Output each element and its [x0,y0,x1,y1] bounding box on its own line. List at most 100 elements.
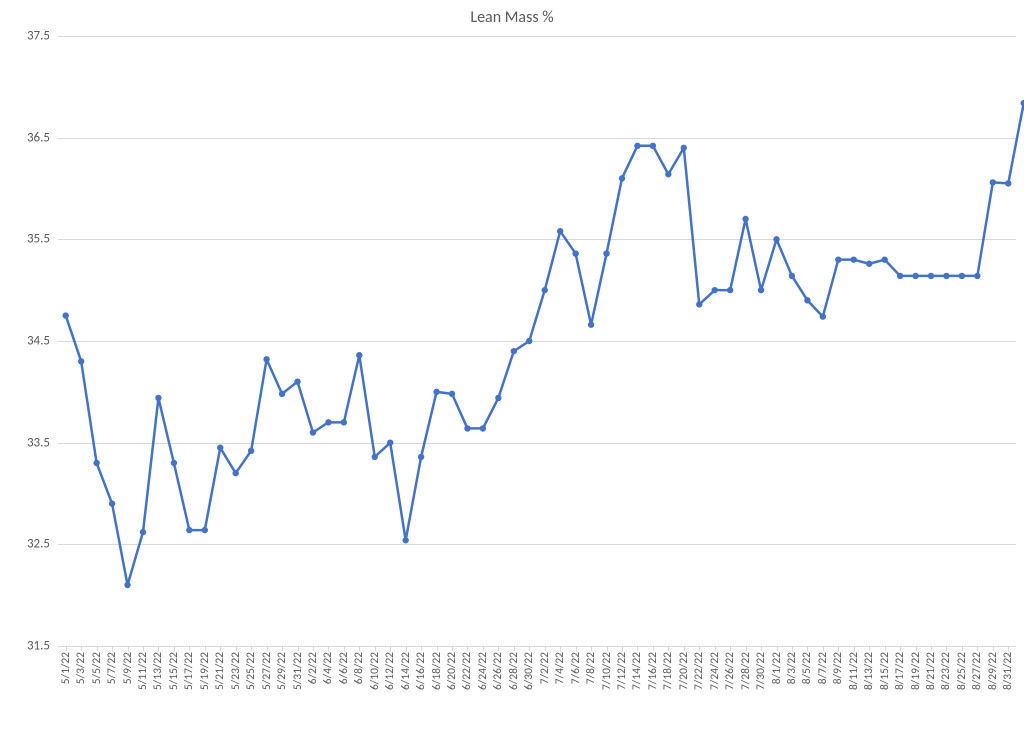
data-point [140,529,146,535]
data-point [696,301,702,307]
x-tick-label: 7/6/22 [569,652,583,684]
data-point [263,356,269,362]
data-point [943,273,949,279]
x-tick-label: 6/18/22 [430,652,444,690]
x-tick-label: 8/11/22 [847,652,861,690]
x-tick-mark [1008,646,1009,651]
data-point [325,419,331,425]
x-tick-label: 6/14/22 [399,652,413,690]
x-tick-mark [313,646,314,651]
x-tick-mark [189,646,190,651]
x-tick-label: 8/21/22 [924,652,938,690]
x-tick-mark [576,646,577,651]
data-point [650,143,656,149]
data-point [542,287,548,293]
data-point [588,322,594,328]
x-tick-mark [792,646,793,651]
x-tick-label: 6/24/22 [476,652,490,690]
data-point [959,273,965,279]
data-point [248,448,254,454]
x-tick-mark [607,646,608,651]
x-tick-label: 7/10/22 [600,652,614,690]
x-tick-mark [390,646,391,651]
data-point [1005,180,1011,186]
x-tick-label: 5/31/22 [291,652,305,690]
data-point [433,389,439,395]
data-point [217,445,223,451]
x-tick-mark [437,646,438,651]
x-tick-mark [900,646,901,651]
x-tick-label: 6/12/22 [383,652,397,690]
line-chart: Lean Mass % 31.532.533.534.535.536.537.5… [0,0,1024,743]
data-point [727,287,733,293]
x-tick-label: 7/26/22 [723,652,737,690]
plot-area: 31.532.533.534.535.536.537.5 5/1/225/3/2… [58,36,1016,646]
x-tick-label: 7/30/22 [754,652,768,690]
x-tick-label: 7/18/22 [661,652,675,690]
x-tick-mark [467,646,468,651]
x-tick-label: 5/29/22 [275,652,289,690]
x-tick-label: 5/23/22 [229,652,243,690]
x-tick-mark [421,646,422,651]
x-tick-label: 8/1/22 [770,652,784,684]
data-point [742,216,748,222]
x-tick-label: 7/4/22 [553,652,567,684]
x-tick-label: 8/29/22 [986,652,1000,690]
x-tick-mark [406,646,407,651]
x-tick-label: 5/11/22 [136,652,150,690]
data-point [758,287,764,293]
x-tick-label: 8/23/22 [939,652,953,690]
data-point [928,273,934,279]
x-tick-mark [344,646,345,651]
data-point [93,460,99,466]
data-point [773,236,779,242]
x-tick-label: 5/25/22 [244,652,258,690]
data-point [402,537,408,543]
x-tick-label: 7/14/22 [630,652,644,690]
x-tick-mark [236,646,237,651]
data-point [124,582,130,588]
data-point [665,171,671,177]
x-tick-mark [298,646,299,651]
x-tick-mark [591,646,592,651]
data-point [310,429,316,435]
x-tick-mark [684,646,685,651]
y-tick-label: 33.5 [27,435,58,450]
x-tick-mark [637,646,638,651]
x-tick-label: 5/1/22 [59,652,73,684]
x-tick-mark [452,646,453,651]
data-point [526,338,532,344]
x-tick-mark [931,646,932,651]
x-tick-label: 6/20/22 [445,652,459,690]
data-point [418,454,424,460]
data-point [387,439,393,445]
y-tick-label: 36.5 [27,130,58,145]
x-tick-mark [746,646,747,651]
x-tick-label: 6/8/22 [352,652,366,684]
data-point [711,287,717,293]
data-point [897,273,903,279]
x-tick-mark [514,646,515,651]
x-tick-label: 5/17/22 [182,652,196,690]
y-tick-label: 32.5 [27,537,58,552]
y-tick-label: 31.5 [27,639,58,654]
x-tick-label: 5/21/22 [213,652,227,690]
x-tick-label: 8/5/22 [800,652,814,684]
x-tick-label: 5/5/22 [90,652,104,684]
data-point [372,454,378,460]
x-tick-mark [267,646,268,651]
data-point [912,273,918,279]
data-point [279,391,285,397]
x-tick-mark [854,646,855,651]
data-point [449,391,455,397]
x-tick-label: 7/16/22 [646,652,660,690]
data-point [155,395,161,401]
x-tick-mark [993,646,994,651]
x-tick-label: 8/27/22 [970,652,984,690]
x-tick-mark [869,646,870,651]
x-tick-mark [560,646,561,651]
x-tick-label: 5/9/22 [121,652,135,684]
x-tick-mark [699,646,700,651]
x-tick-label: 6/26/22 [491,652,505,690]
x-tick-mark [823,646,824,651]
